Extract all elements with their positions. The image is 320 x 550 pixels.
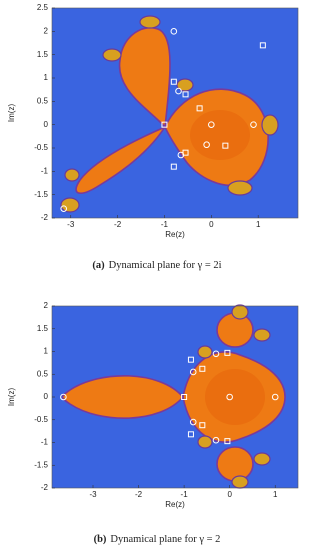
y-tick-label: -0.5 <box>34 143 48 152</box>
marker-square <box>181 394 188 400</box>
y-tick-label: -2 <box>41 483 49 492</box>
caption-label: (b) <box>94 534 107 545</box>
y-tick-label: 2 <box>44 301 49 310</box>
marker-circle <box>226 393 233 401</box>
x-tick-label: -2 <box>135 490 143 499</box>
plot-frame <box>51 7 299 219</box>
y-tick-label: -0.5 <box>34 415 48 424</box>
marker-circle <box>60 393 67 401</box>
y-tick-label: -1 <box>41 166 49 175</box>
x-tick-label: -1 <box>181 490 189 499</box>
marker-circle <box>271 393 279 401</box>
x-axis-label: Re(z) <box>165 500 185 509</box>
marker-square <box>259 42 266 49</box>
y-tick-label: 0.5 <box>37 96 49 105</box>
y-tick-label: -1 <box>41 438 49 447</box>
y-tick-label: 2.5 <box>37 3 49 12</box>
y-tick-label: 1 <box>44 347 49 356</box>
marker-square <box>187 431 194 438</box>
y-tick-label: 0.5 <box>37 369 49 378</box>
x-tick-label: -3 <box>67 220 75 229</box>
marker-square <box>161 121 168 128</box>
marker-circle <box>208 121 215 128</box>
marker-circle <box>250 121 257 128</box>
marker-square <box>182 149 189 156</box>
panel-a-plane <box>52 8 298 218</box>
y-tick-label: 1 <box>44 73 49 82</box>
marker-square <box>182 91 189 98</box>
x-axis-label: Re(z) <box>165 230 185 239</box>
marker-circle <box>212 350 220 358</box>
y-tick-label: 1.5 <box>37 50 49 59</box>
caption-label: (a) <box>92 260 105 271</box>
x-tick-label: 1 <box>273 490 278 499</box>
x-tick-label: 1 <box>256 220 261 229</box>
marker-circle <box>170 28 178 35</box>
marker-circle <box>175 87 182 95</box>
y-tick-label: -1.5 <box>34 190 48 199</box>
y-tick-label: 2 <box>44 26 49 35</box>
marker-circle <box>189 418 197 426</box>
caption: (b) Dynamical plane for γ = 2 <box>94 534 221 545</box>
x-tick-label: -1 <box>161 220 169 229</box>
marker-circle <box>60 205 68 212</box>
y-tick-label: -1.5 <box>34 460 48 469</box>
marker-square <box>199 422 206 429</box>
y-tick-label: 0 <box>44 120 49 129</box>
panel-b-plane <box>52 304 298 489</box>
marker-square <box>224 349 231 356</box>
y-tick-label: -2 <box>41 213 49 222</box>
y-tick-label: 0 <box>44 392 49 401</box>
marker-circle <box>212 436 220 444</box>
y-tick-label: 1.5 <box>37 324 49 333</box>
caption-text: Dynamical plane for γ = 2i <box>109 260 222 271</box>
marker-circle <box>203 141 210 149</box>
x-tick-label: -3 <box>89 490 97 499</box>
marker-square <box>170 78 177 85</box>
x-tick-label: 0 <box>209 220 214 229</box>
x-tick-label: 0 <box>227 490 232 499</box>
marker-square <box>196 105 203 112</box>
x-tick-label: -2 <box>114 220 122 229</box>
y-axis-label: Im(z) <box>7 388 16 407</box>
marker-square <box>222 142 229 149</box>
caption: (a) Dynamical plane for γ = 2i <box>92 260 221 271</box>
marker-circle <box>189 368 197 376</box>
marker-square <box>187 356 194 363</box>
caption-text: Dynamical plane for γ = 2 <box>110 534 220 545</box>
marker-square <box>170 163 177 170</box>
marker-square <box>224 438 231 445</box>
marker-square <box>199 365 206 372</box>
y-axis-label: Im(z) <box>7 104 16 123</box>
